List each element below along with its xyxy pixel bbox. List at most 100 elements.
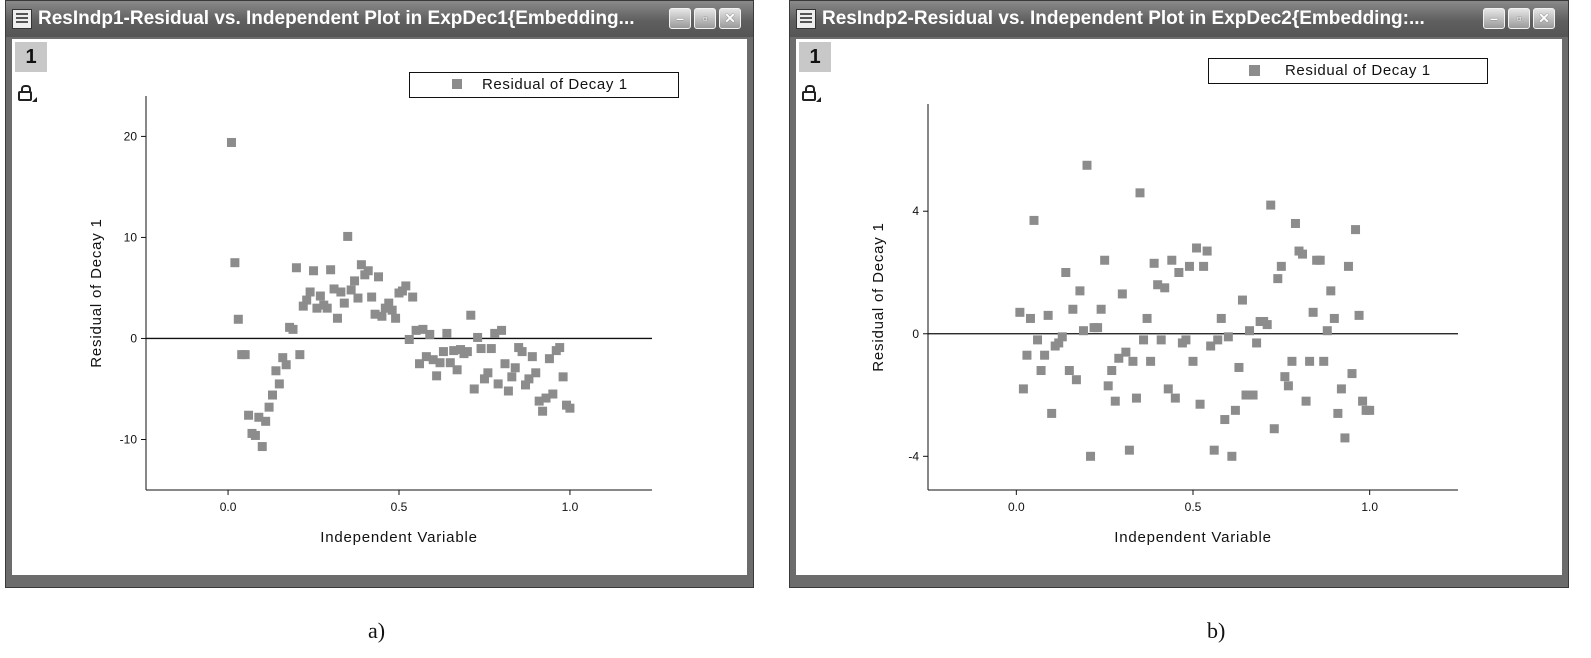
minimize-button[interactable]: – [1483, 8, 1505, 29]
data-point [257, 442, 267, 452]
data-point [322, 303, 332, 313]
data-point [507, 372, 517, 382]
scatter-plot[interactable]: 0.0 0.5 1.0 -4 0 4 Independent Variable Residua… [796, 39, 1562, 575]
graph-area[interactable]: 1 0.0 0.5 1.0 -4 0 4 Independent Variable Resid… [796, 39, 1562, 575]
data-point [1040, 350, 1050, 360]
data-point [466, 310, 476, 320]
data-point [326, 265, 336, 275]
data-point [356, 260, 366, 270]
layer-badge[interactable]: 1 [799, 42, 831, 72]
data-point [1029, 215, 1039, 225]
data-point [524, 374, 534, 384]
data-point [1153, 280, 1163, 290]
y-tick-label: -10 [120, 432, 138, 446]
x-tick-label: 1.0 [562, 500, 579, 514]
data-point [1329, 313, 1339, 323]
legend-marker [452, 79, 462, 89]
data-point [295, 350, 305, 360]
data-point [411, 325, 421, 335]
data-point [1199, 261, 1209, 271]
data-point [1234, 362, 1244, 372]
data-point [1315, 255, 1325, 265]
data-point [1139, 335, 1149, 345]
data-point [462, 347, 472, 357]
data-point [281, 360, 291, 370]
figure-caption-a: a) [368, 618, 386, 643]
close-button[interactable]: ✕ [1533, 8, 1555, 29]
graph-window-icon[interactable] [796, 9, 816, 29]
data-point [1358, 396, 1368, 406]
data-point [401, 281, 411, 291]
data-point [483, 368, 493, 378]
data-point [435, 358, 445, 368]
graph-area[interactable]: 1 0.0 0.5 1.0 -10 0 10 20 Independent Variable R… [12, 39, 747, 575]
data-point [1128, 356, 1138, 366]
data-point [438, 347, 448, 357]
plot-window-a[interactable]: ResIndp1-Residual vs. Independent Plot i… [5, 0, 754, 588]
data-point [1075, 286, 1085, 296]
data-point [418, 324, 428, 334]
data-point [254, 412, 264, 422]
data-point [305, 287, 315, 297]
data-point [1149, 258, 1159, 268]
data-point [1322, 326, 1332, 336]
data-point [240, 350, 250, 360]
data-point [510, 363, 520, 373]
x-axis-label: Independent Variable [320, 529, 478, 546]
x-axis-label: Independent Variable [1114, 529, 1272, 546]
data-point [541, 393, 551, 403]
data-point [1365, 405, 1375, 415]
data-point [332, 313, 342, 323]
legend[interactable]: Residual of Decay 1 [1208, 58, 1488, 84]
plot-window-b[interactable]: ResIndp2-Residual vs. Independent Plot i… [789, 0, 1569, 588]
maximize-icon: ▫ [1516, 10, 1522, 26]
data-point [226, 137, 236, 147]
data-point [1241, 390, 1251, 400]
close-icon: ✕ [724, 10, 736, 26]
data-point [353, 293, 363, 303]
data-point [565, 403, 575, 413]
data-point [1336, 384, 1346, 394]
data-point [493, 379, 503, 389]
y-tick-label: 20 [124, 129, 138, 143]
data-point [1064, 366, 1074, 376]
data-point [1135, 188, 1145, 198]
layer-badge[interactable]: 1 [15, 42, 47, 72]
legend-label: Residual of Decay 1 [482, 76, 628, 93]
data-point [1223, 332, 1233, 342]
close-button[interactable]: ✕ [719, 8, 741, 29]
maximize-button[interactable]: ▫ [1508, 8, 1530, 29]
minimize-icon: – [1490, 10, 1498, 26]
data-point [339, 298, 349, 308]
minimize-button[interactable]: – [669, 8, 691, 29]
data-point [1269, 424, 1279, 434]
data-point [531, 368, 541, 378]
data-point [1220, 415, 1230, 425]
window-titlebar[interactable]: ResIndp2-Residual vs. Independent Plot i… [790, 1, 1568, 37]
graph-window-icon[interactable] [12, 9, 32, 29]
data-point [1305, 356, 1315, 366]
data-point [1117, 289, 1127, 299]
legend-label: Residual of Decay 1 [1285, 62, 1431, 79]
data-point [432, 371, 442, 381]
data-point [329, 284, 339, 294]
window-titlebar[interactable]: ResIndp1-Residual vs. Independent Plot i… [6, 1, 753, 37]
lock-icon[interactable] [18, 85, 37, 102]
data-point [497, 325, 507, 335]
data-point [230, 258, 240, 268]
y-tick-label: 0 [130, 331, 137, 345]
legend-marker [1249, 65, 1260, 76]
data-point [428, 355, 438, 365]
data-point [261, 416, 271, 426]
data-point [1163, 384, 1173, 394]
data-point [1170, 393, 1180, 403]
data-point [1093, 323, 1103, 333]
legend[interactable]: Residual of Decay 1 [409, 72, 679, 98]
data-point [343, 231, 353, 241]
maximize-button[interactable]: ▫ [694, 8, 716, 29]
scatter-plot[interactable]: 0.0 0.5 1.0 -10 0 10 20 Independent Variable Res… [12, 39, 747, 575]
data-point [1047, 408, 1057, 418]
lock-icon[interactable] [802, 85, 821, 102]
data-point [1245, 326, 1255, 336]
x-tick-label: 0.0 [1008, 500, 1025, 514]
